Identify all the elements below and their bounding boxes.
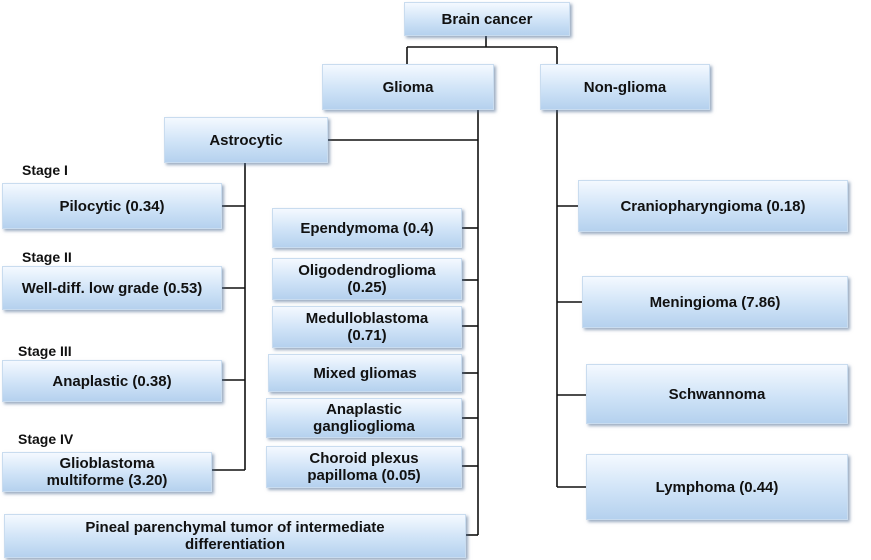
node-brain-cancer: Brain cancer bbox=[404, 2, 570, 36]
node-choroid-plexus: Choroid plexus papilloma (0.05) bbox=[266, 446, 462, 488]
node-oligodendroglioma: Oligodendroglioma (0.25) bbox=[272, 258, 462, 300]
node-mixed-gliomas: Mixed gliomas bbox=[268, 354, 462, 392]
stage-label: Stage II bbox=[22, 249, 72, 265]
node-astrocytic: Astrocytic bbox=[164, 117, 328, 163]
stage-label: Stage I bbox=[22, 162, 68, 178]
stage-label: Stage III bbox=[18, 343, 72, 359]
node-medulloblastoma: Medulloblastoma (0.71) bbox=[272, 306, 462, 348]
node-ependymoma: Ependymoma (0.4) bbox=[272, 208, 462, 248]
node-glioblastoma: Glioblastoma multiforme (3.20) bbox=[2, 452, 212, 492]
node-well-diff: Well-diff. low grade (0.53) bbox=[2, 266, 222, 310]
node-schwannoma: Schwannoma bbox=[586, 364, 848, 424]
node-meningioma: Meningioma (7.86) bbox=[582, 276, 848, 328]
node-anaplastic: Anaplastic (0.38) bbox=[2, 360, 222, 402]
node-pineal: Pineal parenchymal tumor of intermediate… bbox=[4, 514, 466, 558]
node-craniopharyngioma: Craniopharyngioma (0.18) bbox=[578, 180, 848, 232]
node-glioma: Glioma bbox=[322, 64, 494, 110]
node-non-glioma: Non-glioma bbox=[540, 64, 710, 110]
node-pilocytic: Pilocytic (0.34) bbox=[2, 183, 222, 229]
node-anaplastic-ganglioglioma: Anaplastic ganglioglioma bbox=[266, 398, 462, 438]
stage-label: Stage IV bbox=[18, 431, 74, 447]
node-lymphoma: Lymphoma (0.44) bbox=[586, 454, 848, 520]
